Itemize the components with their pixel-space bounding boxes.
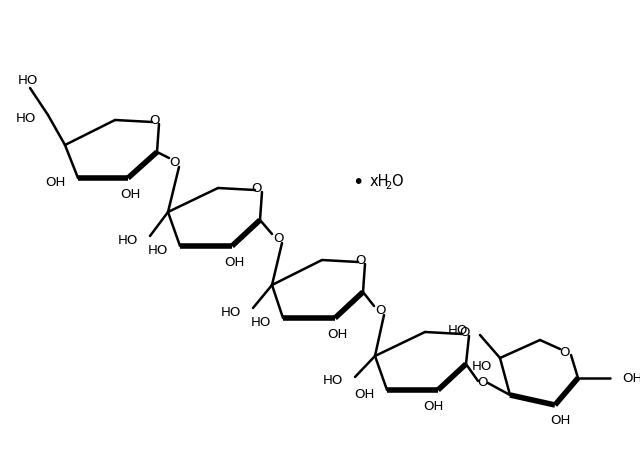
Text: O: O xyxy=(273,232,284,245)
Text: O: O xyxy=(459,325,469,338)
Text: OH: OH xyxy=(622,371,640,384)
Text: OH: OH xyxy=(224,255,244,268)
Text: HO: HO xyxy=(251,315,271,329)
Text: xH: xH xyxy=(370,174,390,190)
Text: HO: HO xyxy=(447,324,468,337)
Text: OH: OH xyxy=(423,399,443,412)
Text: HO: HO xyxy=(15,112,36,125)
Text: O: O xyxy=(170,156,180,169)
Text: OH: OH xyxy=(120,187,140,200)
Text: O: O xyxy=(148,114,159,126)
Text: HO: HO xyxy=(148,244,168,256)
Text: O: O xyxy=(375,303,385,316)
Text: •: • xyxy=(352,172,364,192)
Text: HO: HO xyxy=(221,306,241,318)
Text: OH: OH xyxy=(45,176,66,189)
Text: OH: OH xyxy=(327,328,347,341)
Text: O: O xyxy=(477,377,488,390)
Text: HO: HO xyxy=(472,359,492,372)
Text: HO: HO xyxy=(18,74,38,87)
Text: HO: HO xyxy=(118,233,138,247)
Text: O: O xyxy=(560,345,570,358)
Text: O: O xyxy=(355,254,365,267)
Text: 2: 2 xyxy=(385,181,391,191)
Text: OH: OH xyxy=(550,414,570,427)
Text: O: O xyxy=(391,174,403,190)
Text: OH: OH xyxy=(355,388,375,400)
Text: HO: HO xyxy=(323,375,343,388)
Text: O: O xyxy=(252,181,262,194)
